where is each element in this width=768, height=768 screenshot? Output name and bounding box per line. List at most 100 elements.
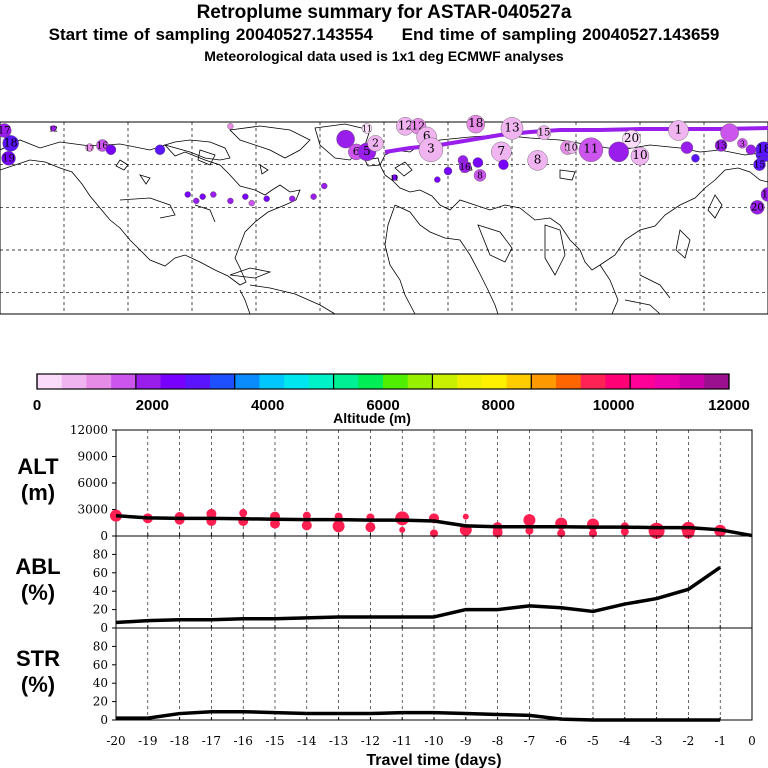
panel-abl: 0 20 40 60 80 ABL(%) [15,535,753,635]
x-tick-label: 0 [748,734,756,748]
colorbar-tick-label: 10000 [593,397,635,414]
plume-marker [565,141,578,154]
x-tick-label: -7 [524,734,536,748]
colorbar-swatch [506,374,532,389]
colorbar-swatch [605,374,631,389]
x-tick-label: -13 [329,734,348,748]
colorbar-swatch [432,374,458,389]
plume-marker [289,195,296,203]
plume-marker-label: 20 [624,131,639,145]
y-tick-label: 40 [93,584,108,598]
met-data-label: Meteorological data used is 1x1 deg ECMW… [204,48,564,64]
colorbar-swatch [37,374,63,389]
plume-marker [199,193,206,200]
plume-marker [248,199,255,207]
plume-marker-label: 18 [468,116,483,130]
colorbar-swatch [679,374,705,389]
colorbar-swatch [556,374,582,389]
y-tick-label: 0 [100,529,108,543]
chart-title: Retroplume summary for ASTAR-040527a [196,2,572,23]
x-tick-label: -10 [424,734,443,748]
plume-marker [336,129,355,149]
y-tick-label: 3000 [77,503,108,517]
x-tick-label: -15 [265,734,284,748]
plume-marker-label: 2 [372,136,379,149]
altitude-marker [206,508,217,519]
plume-marker [227,197,234,205]
plume-marker [227,123,234,130]
colorbar-swatch [86,374,112,389]
panel-label-top: ABL [15,554,60,579]
plume-marker [680,141,694,154]
plume-marker [310,193,317,200]
plume-marker [105,144,117,155]
x-tick-label: -14 [297,734,317,748]
y-tick-label: 60 [93,658,108,672]
colorbar-swatch [457,374,483,389]
plume-marker [85,143,94,152]
plume-marker-label: 17 [0,126,11,137]
x-tick-label: -2 [683,734,695,748]
plume-marker-label: 19 [762,190,768,201]
x-tick-label: -16 [234,734,253,748]
altitude-colorbar: 0 2000 4000 6000 8000 10000 12000 [33,373,750,414]
plume-marker [263,195,270,203]
altitude-marker [301,520,312,531]
colorbar-swatch [61,374,87,389]
plume-marker [154,144,166,155]
colorbar-swatch [135,374,161,389]
plume-marker [418,137,444,162]
colorbar-swatch [185,374,211,389]
plume-marker-label: 6 [353,145,360,158]
colorbar-tick-label: 6000 [366,397,399,414]
map-panel: 1718191716111212181315652637811910102011… [0,114,768,315]
plume-marker [745,144,757,155]
colorbar-swatch [234,374,260,389]
plume-marker [458,160,472,174]
plume-marker [391,174,398,181]
plume-marker [668,120,689,141]
altitude-marker [620,527,629,536]
y-tick-label: 0 [100,621,108,635]
colorbar-tick-label: 12000 [708,397,750,414]
panel-label-top: ALT [17,454,59,479]
y-tick-label: 0 [100,713,108,727]
plume-marker [578,137,604,162]
x-tick-label: -20 [106,734,125,748]
plume-marker-label: 5 [363,144,371,158]
x-tick-label: -5 [587,734,599,748]
y-tick-label: 20 [93,603,108,617]
colorbar-swatch [333,374,359,389]
altitude-marker [525,526,534,535]
colorbar-swatch [358,374,384,389]
plume-marker-label: 12 [49,125,58,133]
x-tick-label: -9 [460,734,472,748]
panel-alt: 0 3000 6000 9000 12000 ALT(m) [17,423,753,543]
colorbar-swatch [481,374,507,389]
x-tick-label: -3 [651,734,663,748]
y-tick-label: 60 [93,566,108,580]
plume-marker-label: 6 [423,129,431,143]
x-tick-label: -8 [492,734,504,748]
panel-label-bottom: (%) [21,580,55,605]
plume-marker-label: 19 [2,153,15,164]
altitude-marker [462,513,469,520]
plume-marker-label: 8 [477,171,483,181]
colorbar-tick-label: 4000 [251,397,284,414]
plume-marker [691,154,700,163]
y-tick-label: 40 [93,676,108,690]
plume-marker [720,123,739,142]
plume-marker [242,193,249,200]
x-tick-label: -4 [619,734,631,748]
altitude-marker [395,511,410,526]
time-series-panels: 030006000900012000ALT(m)020406080ABL(%)0… [15,423,755,768]
plume-marker [193,197,200,205]
colorbar-swatch [111,374,137,389]
plume-marker-label: 11 [390,174,399,182]
plume-marker [527,150,548,171]
x-tick-label: -18 [170,734,189,748]
plume-marker-label: 18 [757,143,768,156]
altitude-marker [430,529,438,538]
plume-marker [630,146,650,166]
x-tick-label: -6 [555,734,567,748]
